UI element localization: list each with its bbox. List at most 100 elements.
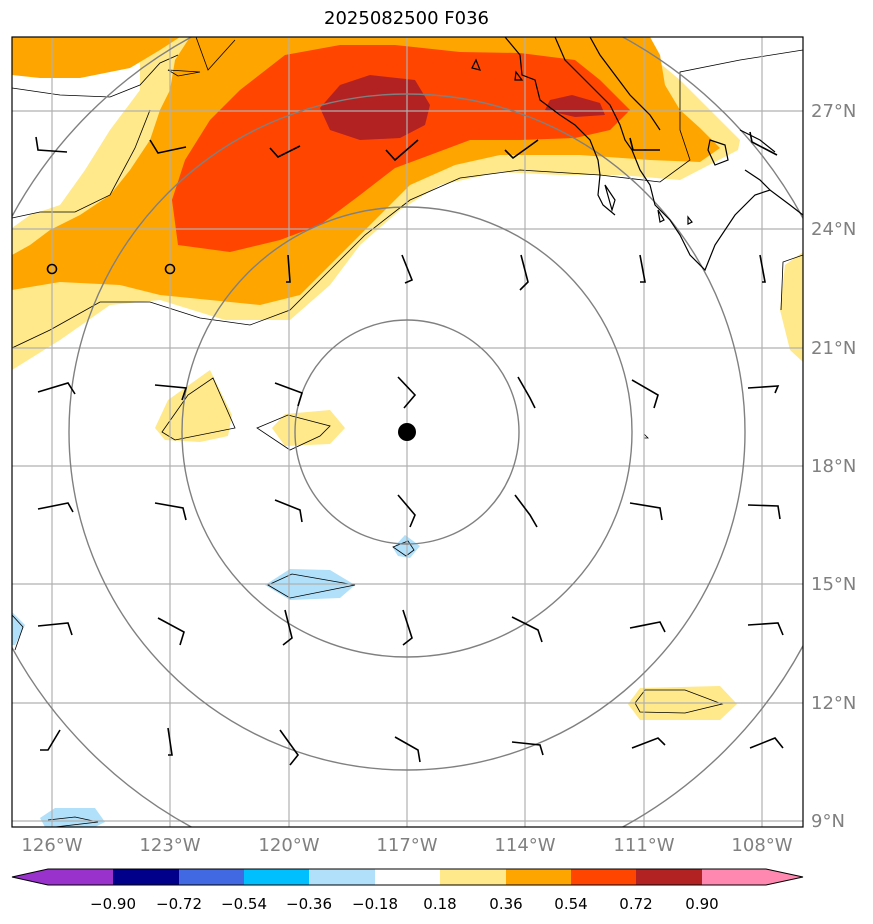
colorbar-segment (48, 869, 113, 885)
wind-barb (269, 145, 301, 158)
range-ring (181, 206, 633, 658)
wind-barb (504, 139, 539, 160)
colorbar-segment (375, 869, 440, 885)
wind-barb (631, 379, 659, 409)
contour-line (256, 414, 331, 451)
colorbar: −0.90 −0.72 −0.54 −0.36 −0.18 0.18 0.36 … (11, 868, 804, 913)
contour-line (12, 49, 803, 349)
coastline (471, 37, 803, 272)
wind-barb (154, 502, 187, 521)
wind-barb (759, 254, 766, 283)
wind-barb (629, 502, 663, 521)
colorbar-tick-label: 0.90 (685, 895, 718, 913)
wind-barb (397, 494, 416, 528)
wind-barb (747, 385, 780, 394)
latitude-label: 9°N (811, 811, 845, 832)
wind-barb (149, 139, 187, 154)
longitude-labels: 126°W 123°W 120°W 117°W 114°W 111°W 108°… (21, 835, 792, 856)
contour-line (267, 573, 356, 599)
wind-barb (519, 254, 529, 291)
range-ring (294, 319, 520, 545)
colorbar-tick-label: −0.36 (286, 895, 332, 913)
coastline-baja-inner (589, 37, 661, 131)
longitude-label: 126°W (21, 835, 82, 856)
wind-barb (517, 376, 536, 409)
wind-barb (511, 616, 543, 643)
colorbar-tick-label: 0.72 (619, 895, 652, 913)
colorbar-tick-label: −0.72 (156, 895, 202, 913)
contour-fill-light-yellow (780, 252, 803, 362)
contour-line (392, 540, 415, 557)
wind-barb (157, 617, 185, 646)
latitude-label: 21°N (811, 338, 856, 359)
colorbar-tick-label: 0.18 (423, 895, 456, 913)
wind-barb (279, 729, 300, 766)
wind-barb (397, 376, 417, 409)
longitude-label: 117°W (376, 835, 437, 856)
colorbar-segment (636, 869, 702, 885)
plot-area (12, 37, 803, 827)
longitude-label: 111°W (613, 835, 674, 856)
contour-line (167, 69, 201, 77)
contour-fill-light-yellow (272, 410, 345, 446)
longitude-label: 120°W (258, 835, 319, 856)
latitude-label: 18°N (811, 456, 856, 477)
coastline-mainland (554, 37, 803, 272)
calm-wind-marker (164, 263, 176, 275)
wind-barb (274, 499, 303, 523)
map-frame (11, 36, 804, 828)
latitude-label: 12°N (811, 693, 856, 714)
wind-barb (167, 727, 173, 756)
map-title: 2025082500 F036 (324, 8, 489, 29)
contour-fill-light-blue (12, 612, 25, 645)
longitude-label: 108°W (731, 835, 792, 856)
contour-line (634, 689, 724, 714)
colorbar-tick-label: −0.90 (90, 895, 136, 913)
calm-wind-marker (46, 263, 58, 275)
wind-barb (631, 737, 666, 749)
latitude-label: 27°N (811, 101, 856, 122)
wind-barb (385, 139, 419, 162)
wind-barb (282, 609, 293, 646)
wind-barb (274, 382, 303, 407)
colorbar-segment (113, 869, 179, 885)
wind-barb (401, 254, 414, 284)
coastline-cape (744, 169, 771, 191)
latitude-label: 15°N (811, 574, 856, 595)
contour-line (780, 254, 803, 311)
coastline-inland-bay (707, 139, 729, 166)
wind-barb (40, 729, 61, 751)
wind-barb (286, 254, 291, 283)
range-ring (68, 93, 746, 771)
longitude-label: 123°W (139, 835, 200, 856)
shaded-field-patches (12, 370, 737, 827)
wind-barb (629, 621, 666, 633)
colorbar-tick-label: −0.18 (352, 895, 398, 913)
wind-barb (511, 741, 544, 756)
colorbar-segment (440, 869, 506, 885)
wind-barb (154, 384, 188, 401)
contour-fill-light-yellow (155, 370, 232, 442)
wind-barb (402, 609, 413, 646)
wind-barb (639, 254, 646, 283)
coastline-islands (471, 58, 693, 225)
wind-barb (749, 737, 784, 749)
wind-barb (747, 504, 781, 520)
coastline-mainland-north (739, 129, 776, 153)
colorbar-tick-label: 0.54 (554, 895, 587, 913)
wind-barb (37, 382, 76, 395)
wind-barb (37, 502, 74, 513)
wind-barb (629, 137, 660, 151)
contour-line (12, 109, 151, 219)
colorbar-segment (179, 869, 244, 885)
colorbar-outline (11, 868, 804, 886)
contour-fill-dark-red (320, 75, 430, 140)
coastline-baja-peninsula (504, 37, 616, 216)
colorbar-segment (702, 869, 766, 885)
wind-barb (37, 622, 73, 636)
contour-fill-orange (12, 37, 180, 78)
wind-barb (747, 622, 784, 636)
contour-line (12, 614, 24, 651)
range-rings (12, 37, 803, 827)
